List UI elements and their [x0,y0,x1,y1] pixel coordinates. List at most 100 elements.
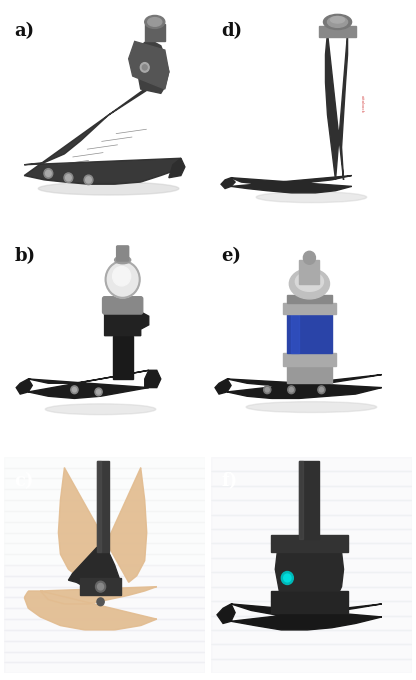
Polygon shape [24,71,181,184]
Ellipse shape [327,16,348,27]
Bar [211,558,412,573]
Circle shape [97,583,104,590]
Polygon shape [80,578,121,595]
Bar [4,457,205,468]
Text: c): c) [14,472,34,490]
Polygon shape [287,294,332,303]
Circle shape [66,175,71,181]
Polygon shape [137,39,169,93]
Polygon shape [271,591,348,613]
Bar [4,641,205,651]
Polygon shape [217,604,235,624]
Polygon shape [68,543,121,591]
Ellipse shape [256,192,366,203]
Circle shape [113,267,131,286]
Polygon shape [58,468,147,582]
Polygon shape [145,371,161,388]
Polygon shape [271,534,348,552]
Circle shape [71,386,78,394]
Bar [211,659,412,673]
Bar [4,500,205,511]
Bar [4,609,205,619]
FancyBboxPatch shape [103,296,143,314]
Bar [4,511,205,522]
Circle shape [45,171,51,176]
Circle shape [264,386,271,394]
Bar [211,573,412,587]
Circle shape [290,388,293,392]
Polygon shape [231,175,352,193]
Bar [211,645,412,659]
Bar [211,500,412,515]
Bar [4,543,205,554]
Circle shape [140,63,149,72]
Bar [211,543,412,558]
Ellipse shape [115,256,131,264]
Circle shape [44,169,53,178]
Polygon shape [319,27,356,37]
Circle shape [303,252,315,265]
Bar [211,471,412,486]
Polygon shape [104,307,149,336]
Ellipse shape [38,182,179,195]
Text: f): f) [221,472,237,490]
Bar [211,515,412,529]
Polygon shape [97,461,109,552]
Bar [4,576,205,587]
Polygon shape [28,371,149,398]
Polygon shape [169,158,185,177]
Circle shape [95,388,102,396]
Ellipse shape [145,16,165,29]
Circle shape [284,574,291,582]
Polygon shape [231,604,382,630]
Circle shape [96,581,106,592]
Circle shape [281,571,293,585]
Text: ottobock: ottobock [360,95,364,113]
Bar [211,630,412,645]
Polygon shape [227,375,382,398]
Ellipse shape [45,404,156,415]
Bar [4,587,205,598]
Circle shape [64,173,73,182]
FancyBboxPatch shape [116,246,129,261]
Ellipse shape [246,402,377,413]
Polygon shape [275,543,344,591]
Bar [211,601,412,615]
Bar [4,630,205,641]
Circle shape [288,386,295,394]
Bar [4,468,205,479]
Bar [4,554,205,565]
Text: b): b) [14,247,35,265]
Circle shape [86,177,92,183]
Polygon shape [300,260,319,284]
Bar [4,532,205,543]
Polygon shape [113,336,133,379]
Circle shape [72,388,77,392]
Bar [4,522,205,532]
Ellipse shape [330,16,344,23]
Ellipse shape [295,272,324,291]
Circle shape [106,261,140,298]
Ellipse shape [324,14,352,29]
Polygon shape [300,461,303,539]
Bar [4,651,205,662]
Polygon shape [325,33,348,180]
Circle shape [97,390,101,394]
Text: a): a) [14,22,35,40]
Bar [4,598,205,609]
Polygon shape [25,587,157,630]
Circle shape [142,65,147,70]
Bar [211,615,412,630]
Polygon shape [291,314,300,353]
Polygon shape [287,362,332,384]
Bar [4,619,205,630]
Bar [211,457,412,471]
Bar [4,662,205,673]
Bar [4,565,205,576]
Polygon shape [283,303,336,314]
Polygon shape [97,461,101,552]
Polygon shape [221,177,235,188]
Circle shape [97,598,104,606]
Bar [4,490,205,500]
Circle shape [318,386,325,394]
